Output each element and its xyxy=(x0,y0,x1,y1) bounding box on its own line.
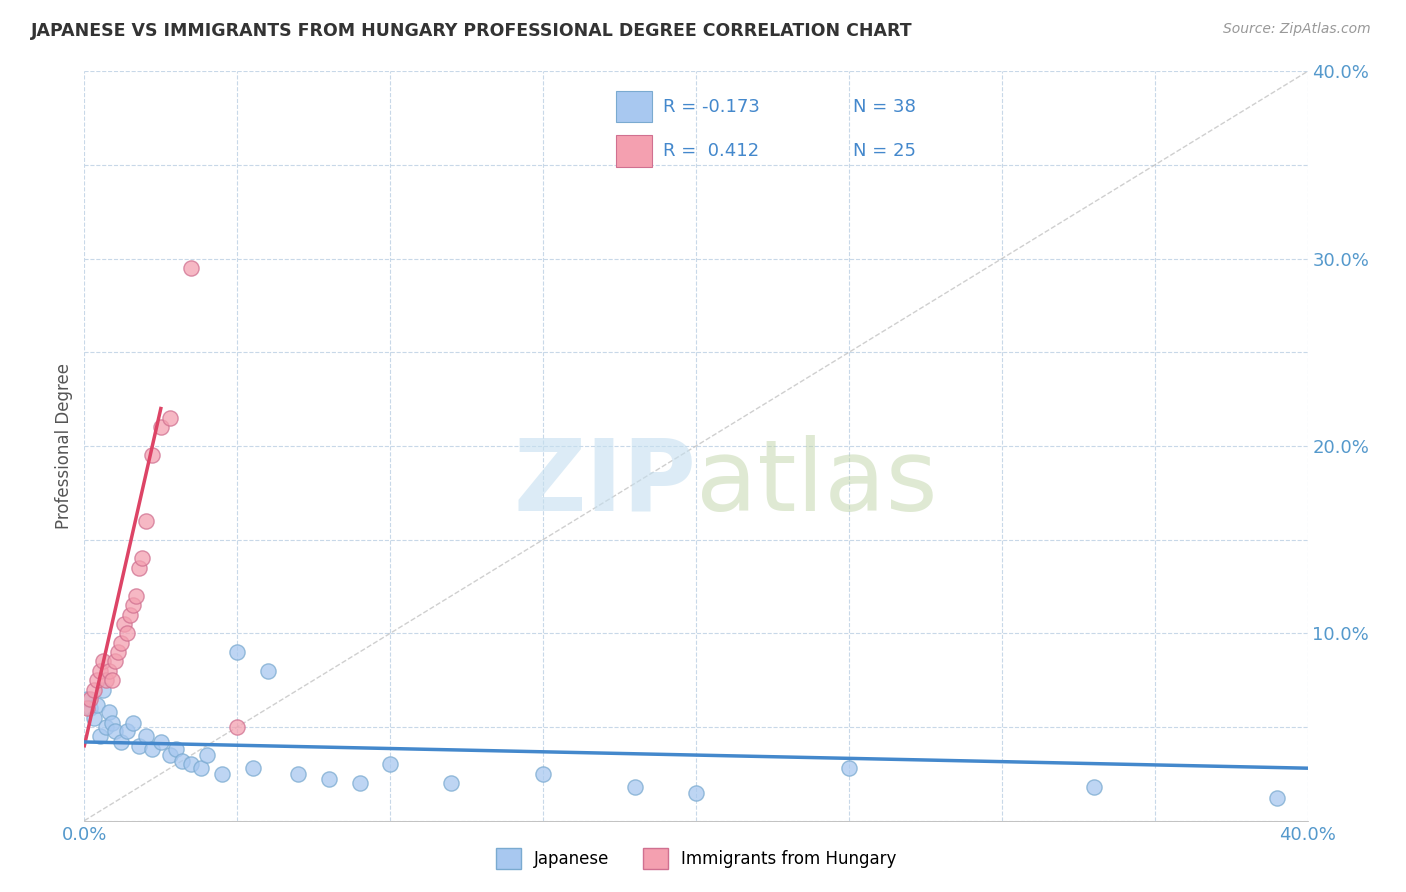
Text: N = 38: N = 38 xyxy=(853,98,917,116)
Point xyxy=(79,692,101,706)
Point xyxy=(122,599,145,613)
Point xyxy=(226,720,249,734)
Point xyxy=(83,710,105,724)
Point xyxy=(94,720,117,734)
Point xyxy=(79,701,101,715)
FancyBboxPatch shape xyxy=(616,91,652,122)
Point xyxy=(149,735,172,749)
Point xyxy=(120,607,142,622)
Point xyxy=(531,767,554,781)
Point xyxy=(91,682,114,697)
Point xyxy=(115,723,138,738)
Point xyxy=(115,626,138,640)
Point xyxy=(101,716,124,731)
Point xyxy=(112,617,135,632)
Point xyxy=(226,645,249,659)
Point xyxy=(159,747,181,762)
Point xyxy=(190,761,212,775)
Point xyxy=(287,767,309,781)
Point xyxy=(172,754,194,768)
Text: Source: ZipAtlas.com: Source: ZipAtlas.com xyxy=(1223,22,1371,37)
Point xyxy=(86,673,108,688)
Text: JAPANESE VS IMMIGRANTS FROM HUNGARY PROFESSIONAL DEGREE CORRELATION CHART: JAPANESE VS IMMIGRANTS FROM HUNGARY PROF… xyxy=(31,22,912,40)
Point xyxy=(89,730,111,744)
Point xyxy=(149,420,172,434)
Point xyxy=(83,682,105,697)
Point xyxy=(135,514,157,528)
Point xyxy=(104,723,127,738)
Point xyxy=(180,757,202,772)
Point xyxy=(159,411,181,425)
Text: ZIP: ZIP xyxy=(513,435,696,532)
Point xyxy=(76,701,98,715)
Point xyxy=(195,747,218,762)
Point xyxy=(242,761,264,775)
Point xyxy=(685,786,707,800)
Point xyxy=(101,673,124,688)
Point xyxy=(257,664,280,678)
Point xyxy=(122,716,145,731)
Text: atlas: atlas xyxy=(696,435,938,532)
Point xyxy=(318,772,340,787)
Point xyxy=(141,742,163,756)
Point xyxy=(125,589,148,603)
Point xyxy=(180,261,202,276)
Text: R =  0.412: R = 0.412 xyxy=(664,142,759,160)
Point xyxy=(349,776,371,790)
Point xyxy=(97,705,120,719)
Point xyxy=(440,776,463,790)
Text: N = 25: N = 25 xyxy=(853,142,917,160)
Point xyxy=(128,739,150,753)
Text: R = -0.173: R = -0.173 xyxy=(664,98,761,116)
Point xyxy=(211,767,233,781)
Point xyxy=(76,692,98,706)
Point xyxy=(1265,791,1288,805)
Point xyxy=(86,698,108,712)
Point xyxy=(1083,780,1105,794)
Point xyxy=(624,780,647,794)
Point xyxy=(110,635,132,649)
Point xyxy=(131,551,153,566)
Point xyxy=(94,673,117,688)
Point xyxy=(107,645,129,659)
Point xyxy=(97,664,120,678)
Point xyxy=(104,655,127,669)
Point xyxy=(165,742,187,756)
Y-axis label: Professional Degree: Professional Degree xyxy=(55,363,73,529)
Point xyxy=(89,664,111,678)
Point xyxy=(838,761,860,775)
Point xyxy=(110,735,132,749)
FancyBboxPatch shape xyxy=(616,136,652,167)
Legend: Japanese, Immigrants from Hungary: Japanese, Immigrants from Hungary xyxy=(495,848,897,869)
Point xyxy=(91,655,114,669)
Point xyxy=(141,449,163,463)
Point xyxy=(135,730,157,744)
Point xyxy=(380,757,402,772)
Point xyxy=(128,561,150,575)
